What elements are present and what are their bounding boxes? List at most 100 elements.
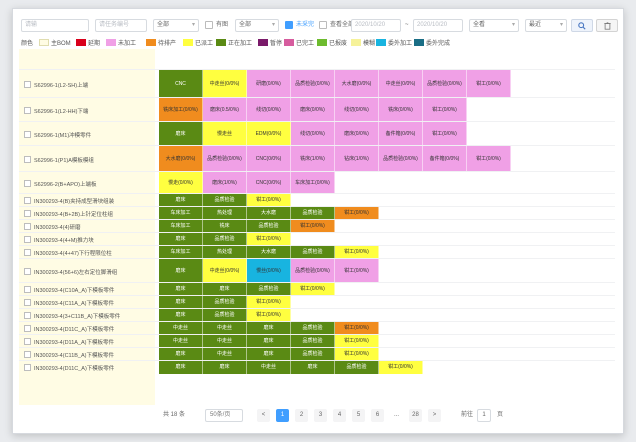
process-cell[interactable]: 大水磨 (247, 207, 291, 220)
process-cell[interactable]: 磨床 (159, 194, 203, 207)
process-cell[interactable]: 磨床 (203, 361, 247, 374)
process-cell[interactable]: 热处理 (203, 246, 247, 259)
process-cell[interactable]: 钳工(0/0%) (247, 233, 291, 246)
process-cell[interactable]: 品质检验(0/0%) (291, 70, 335, 98)
row-checkbox[interactable] (24, 210, 31, 217)
page-button[interactable]: 4 (333, 409, 346, 422)
next-page-button[interactable]: > (428, 409, 441, 422)
process-cell[interactable]: 品质检验(0/0%) (291, 259, 335, 283)
process-cell[interactable]: 磨床 (247, 322, 291, 335)
row-checkbox[interactable] (24, 338, 31, 345)
process-cell[interactable]: 品质检验(0/0%) (379, 146, 423, 172)
part-name[interactable]: IN300293-4(C11A_A)下模板零件 (34, 301, 114, 307)
process-cell[interactable]: 磨床 (159, 361, 203, 374)
row-checkbox[interactable] (24, 286, 31, 293)
process-cell[interactable]: CNC(0/0%) (247, 172, 291, 194)
process-cell[interactable]: EDM(0/0%) (247, 122, 291, 146)
process-cell[interactable]: 中走丝(0/0%) (203, 70, 247, 98)
process-cell[interactable]: 品质检验 (291, 322, 335, 335)
process-cell[interactable]: 钳工(0/0%) (467, 70, 511, 98)
process-cell[interactable]: 钳工(0/0%) (335, 246, 379, 259)
part-name[interactable]: IN300293-4(3+C11B_A)下模板零件 (34, 314, 121, 320)
process-cell[interactable]: 磨床 (159, 309, 203, 322)
process-cell[interactable]: 车床加工 (159, 246, 203, 259)
part-name[interactable]: S62996-1(M1)冲模零件 (34, 132, 92, 139)
row-checkbox[interactable] (24, 325, 31, 332)
date-start-input[interactable]: 2020/10/20 (351, 19, 401, 32)
process-cell[interactable]: 磨床(0/0%) (335, 122, 379, 146)
part-name[interactable]: S62996-1(L2-SH)上端 (34, 82, 89, 89)
process-cell[interactable]: 钳工(0/0%) (291, 283, 335, 296)
process-cell[interactable]: 磨床 (159, 348, 203, 361)
page-size-select[interactable]: 50条/页 (205, 409, 243, 422)
row-checkbox[interactable] (24, 312, 31, 319)
process-cell[interactable]: CNC (159, 70, 203, 98)
page-button[interactable]: 2 (295, 409, 308, 422)
process-cell[interactable]: 研磨(0/0%) (247, 70, 291, 98)
part-name[interactable]: IN300293-4(4+M)推力块 (34, 238, 94, 244)
unfinished-checkbox[interactable] (285, 21, 293, 29)
page-button[interactable]: ... (393, 412, 399, 418)
process-cell[interactable]: 车床加工 (159, 220, 203, 233)
process-cell[interactable]: 钳工(0/0%) (247, 194, 291, 207)
process-cell[interactable]: 钳工(0/0%) (467, 146, 511, 172)
prev-page-button[interactable]: < (257, 409, 270, 422)
process-cell[interactable]: 线切(0/0%) (291, 122, 335, 146)
process-cell[interactable]: 铣床(1/0%) (291, 146, 335, 172)
process-cell[interactable]: 车床加工 (159, 207, 203, 220)
process-cell[interactable]: 磨床 (247, 335, 291, 348)
process-cell[interactable]: 中走丝 (203, 348, 247, 361)
part-name[interactable]: S62996-1(P1)A模板模组 (34, 157, 94, 164)
process-cell[interactable]: 磨床(0.5/0%) (203, 98, 247, 122)
view-select[interactable]: 全看 (469, 19, 519, 32)
view-all-checkbox[interactable] (319, 21, 327, 29)
keyword-input[interactable]: 请输 (21, 19, 89, 32)
process-cell[interactable]: 中走丝(0/0%) (379, 70, 423, 98)
row-checkbox[interactable] (24, 267, 31, 275)
process-cell[interactable]: 钳工(0/0%) (335, 335, 379, 348)
row-checkbox[interactable] (24, 80, 31, 88)
part-name[interactable]: IN300293-4(C11B_A)下模板零件 (34, 353, 114, 359)
process-cell[interactable]: 中走丝 (203, 335, 247, 348)
row-checkbox[interactable] (24, 364, 31, 371)
process-cell[interactable]: 钳工(0/0%) (335, 259, 379, 283)
process-cell[interactable]: 钳工(0/0%) (335, 348, 379, 361)
process-cell[interactable]: 线切(0/0%) (335, 98, 379, 122)
process-cell[interactable]: 大水磨 (247, 246, 291, 259)
process-cell[interactable]: 中走丝 (159, 322, 203, 335)
part-name[interactable]: S62996-2(B+APO)上端板 (34, 181, 97, 188)
process-cell[interactable]: 磨床(1/0%) (203, 172, 247, 194)
task-number-input[interactable]: 请任务编号 (95, 19, 147, 32)
part-name[interactable]: IN300293-4(D11C_A)下模板零件 (34, 327, 115, 333)
process-cell[interactable]: 备件箱(0/0%) (423, 146, 467, 172)
page-button[interactable]: 3 (314, 409, 327, 422)
process-cell[interactable]: 车床加工(0/0%) (291, 172, 335, 194)
search-button[interactable] (571, 19, 593, 32)
row-checkbox[interactable] (24, 223, 31, 230)
process-cell[interactable]: 钳工(0/0%) (379, 361, 423, 374)
part-name[interactable]: IN300293-4(B+2B)上针定位柱组 (34, 212, 114, 218)
part-name[interactable]: IN300293-4(C10A_A)下模板零件 (34, 288, 115, 294)
process-cell[interactable]: 钳工(0/0%) (335, 322, 379, 335)
process-cell[interactable]: 钳工(0/0%) (291, 220, 335, 233)
process-cell[interactable]: 品质检验(0/0%) (423, 70, 467, 98)
part-name[interactable]: S62996-1(L2-HH)下端 (34, 108, 89, 115)
process-cell[interactable]: 钻床(1/0%) (335, 146, 379, 172)
process-cell[interactable]: 中走丝 (203, 322, 247, 335)
row-checkbox[interactable] (24, 130, 31, 138)
part-name[interactable]: IN300293-4(4)研磨 (34, 225, 81, 231)
process-cell[interactable]: 铣床 (203, 220, 247, 233)
process-cell[interactable]: 磨床 (159, 259, 203, 283)
process-cell[interactable]: 磨床 (203, 283, 247, 296)
process-cell[interactable]: 线切(0/0%) (247, 98, 291, 122)
process-cell[interactable]: 品质检验 (335, 361, 379, 374)
page-button[interactable]: 5 (352, 409, 365, 422)
process-cell[interactable]: 品质检验 (291, 335, 335, 348)
process-cell[interactable]: 慢丝(0/0%) (247, 259, 291, 283)
sort-select[interactable]: 最近 (525, 19, 567, 32)
process-cell[interactable]: 热处理 (203, 207, 247, 220)
page-button[interactable]: 28 (409, 409, 422, 422)
row-checkbox[interactable] (24, 106, 31, 114)
process-cell[interactable]: 磨床 (159, 233, 203, 246)
status-select[interactable]: 全部 (153, 19, 199, 32)
